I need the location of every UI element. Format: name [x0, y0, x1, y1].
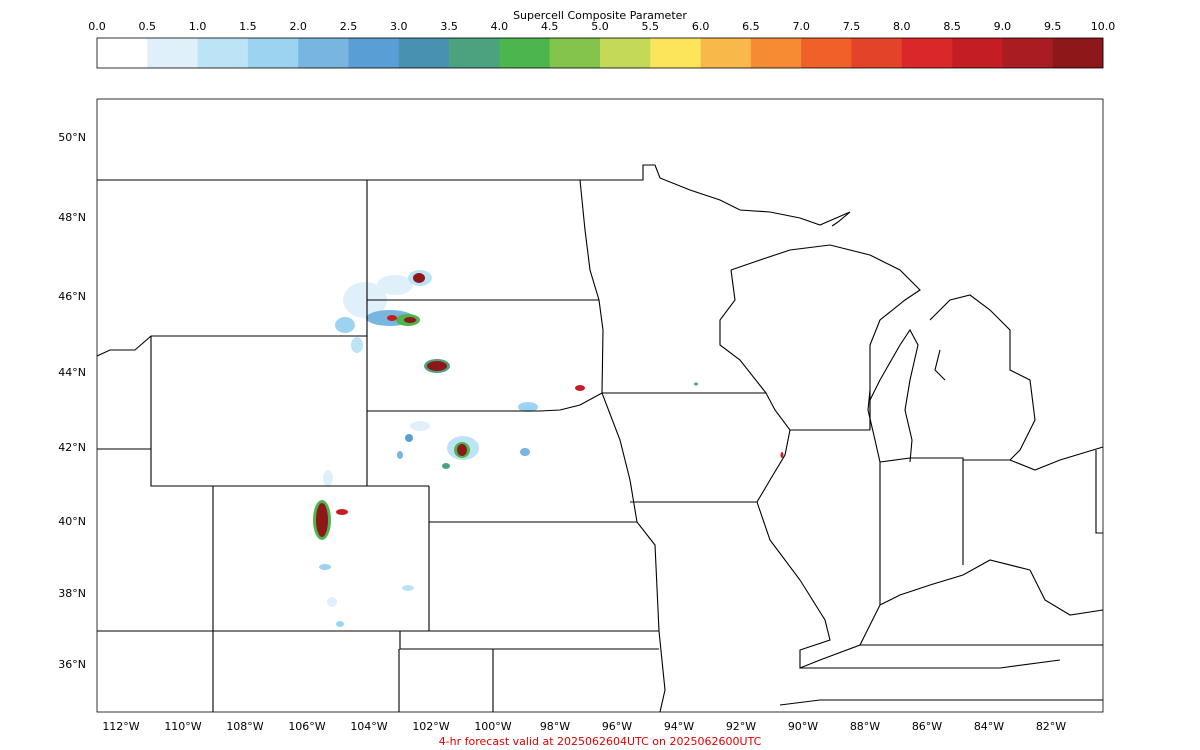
- colorbar-tick-label: 1.0: [189, 20, 207, 33]
- colorbar-bin: [197, 38, 249, 68]
- colorbar-tick-label: 9.5: [1044, 20, 1062, 33]
- colorbar: 0.0 0.5 1.0 1.5 2.0 2.5 3.0 3.5 4.0 4.5 5.0 5.5 6.0 6…: [88, 20, 1115, 68]
- colorbar-bin: [348, 38, 400, 68]
- colorbar-bin: [499, 38, 550, 68]
- colorbar-bin: [247, 38, 299, 68]
- colorbar-frame: [96, 37, 1104, 69]
- longitude-labels: 112°W 110°W 108°W 106°W 104°W 102°W 100°W 98°W 9…: [102, 720, 1066, 733]
- longitude-label: 110°W: [164, 720, 201, 733]
- longitude-label: 96°W: [602, 720, 632, 733]
- colorbar-tick-label: 4.0: [491, 20, 509, 33]
- colorbar-tick-label: 7.0: [792, 20, 810, 33]
- colorbar-bin: [952, 38, 1003, 68]
- colorbar-tick-label: 3.0: [390, 20, 408, 33]
- colorbar-title: Supercell Composite Parameter: [513, 9, 687, 22]
- colorbar-bin: [851, 38, 903, 68]
- colorbar-tick-label: 0.0: [88, 20, 106, 33]
- latitude-label: 38°N: [58, 587, 86, 600]
- longitude-label: 86°W: [912, 720, 942, 733]
- latitude-labels: 50°N 48°N 46°N 44°N 42°N 40°N 38°N 36°N: [58, 131, 86, 671]
- colorbar-bin: [147, 38, 198, 68]
- longitude-label: 92°W: [726, 720, 756, 733]
- map: [96, 98, 1104, 713]
- colorbar-tick-label: 1.5: [239, 20, 257, 33]
- field-blobs: [313, 270, 784, 627]
- colorbar-tick-label: 5.5: [642, 20, 660, 33]
- longitude-label: 84°W: [974, 720, 1004, 733]
- latitude-label: 46°N: [58, 290, 86, 303]
- footer: 4-hr forecast valid at 2025062604UTC on …: [439, 735, 762, 748]
- longitude-label: 102°W: [412, 720, 449, 733]
- longitude-label: 90°W: [788, 720, 818, 733]
- colorbar-tick-label: 4.5: [541, 20, 559, 33]
- colorbar-bin: [1002, 38, 1053, 68]
- colorbar-bin: [449, 38, 500, 68]
- colorbar-bin: [549, 38, 601, 68]
- longitude-label: 104°W: [350, 720, 387, 733]
- colorbar-tick-label: 10.0: [1091, 20, 1116, 33]
- colorbar-tick-label: 6.0: [692, 20, 710, 33]
- colorbar-tick-label: 5.0: [591, 20, 609, 33]
- colorbar-tick-label: 2.5: [340, 20, 358, 33]
- colorbar-tick-label: 9.0: [994, 20, 1012, 33]
- longitude-label: 100°W: [474, 720, 511, 733]
- colorbar-bin: [298, 38, 349, 68]
- latitude-label: 50°N: [58, 131, 86, 144]
- colorbar-bin: [97, 38, 148, 68]
- colorbar-bin: [600, 38, 651, 68]
- colorbar-bin: [650, 38, 701, 68]
- colorbar-bin: [398, 38, 450, 68]
- longitude-label: 112°W: [102, 720, 139, 733]
- map-frame: [96, 98, 1104, 713]
- colorbar-bin: [901, 38, 953, 68]
- latitude-label: 36°N: [58, 658, 86, 671]
- latitude-label: 48°N: [58, 211, 86, 224]
- longitude-label: 88°W: [850, 720, 880, 733]
- colorbar-tick-label: 8.5: [943, 20, 961, 33]
- colorbar-tick-label: 6.5: [742, 20, 760, 33]
- latitude-label: 44°N: [58, 366, 86, 379]
- colorbar-tick-label: 3.5: [440, 20, 458, 33]
- boundaries: [96, 164, 1104, 713]
- longitude-label: 82°W: [1036, 720, 1066, 733]
- colorbar-tick-label: 0.5: [139, 20, 157, 33]
- colorbar-bin: [1052, 38, 1104, 68]
- latitude-label: 42°N: [58, 441, 86, 454]
- colorbar-bin: [801, 38, 852, 68]
- colorbar-tick-label: 8.0: [893, 20, 911, 33]
- longitude-label: 108°W: [226, 720, 263, 733]
- colorbar-tick-label: 2.0: [289, 20, 307, 33]
- colorbar-bin: [750, 38, 802, 68]
- colorbar-tick-label: 7.5: [843, 20, 861, 33]
- latitude-label: 40°N: [58, 515, 86, 528]
- longitude-label: 98°W: [540, 720, 570, 733]
- colorbar-bin: [700, 38, 752, 68]
- longitude-label: 94°W: [664, 720, 694, 733]
- longitude-label: 106°W: [288, 720, 325, 733]
